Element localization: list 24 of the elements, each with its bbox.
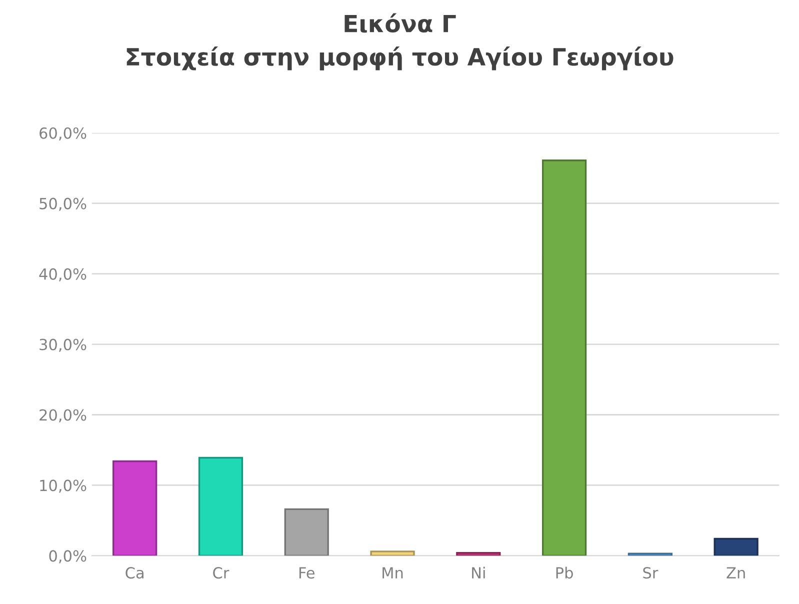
- x-tick-label: Mn: [382, 567, 403, 578]
- bar: [112, 460, 158, 556]
- x-tick-label: Pb: [556, 566, 573, 579]
- bar: [284, 508, 329, 556]
- bar: [628, 552, 672, 556]
- x-tick-label: Ca: [126, 567, 144, 579]
- bar: [198, 456, 244, 556]
- y-tick-label: 60,0%: [40, 127, 86, 140]
- chart-title: Εικόνα Γ Στοιχεία στην μορφή του Αγίου Γεωργίου: [126, 13, 674, 70]
- bar: [542, 160, 587, 556]
- bar: [456, 552, 501, 556]
- bar: [714, 538, 758, 556]
- x-tick-label: Ni: [472, 566, 485, 578]
- y-tick-label: 10,0%: [40, 480, 86, 493]
- y-tick-label: 50,0%: [40, 198, 86, 211]
- y-tick-label: 30,0%: [40, 338, 86, 352]
- x-tick-label: Zn: [726, 567, 745, 578]
- x-tick-label: Cr: [213, 567, 230, 579]
- y-tick-label: 40,0%: [39, 268, 86, 282]
- y-tick-label: 0,0%: [49, 550, 86, 564]
- y-tick-label: 20,0%: [40, 409, 86, 422]
- x-tick-label: Fe: [299, 567, 314, 579]
- bar: [370, 550, 415, 556]
- x-tick-label: Sr: [643, 567, 658, 579]
